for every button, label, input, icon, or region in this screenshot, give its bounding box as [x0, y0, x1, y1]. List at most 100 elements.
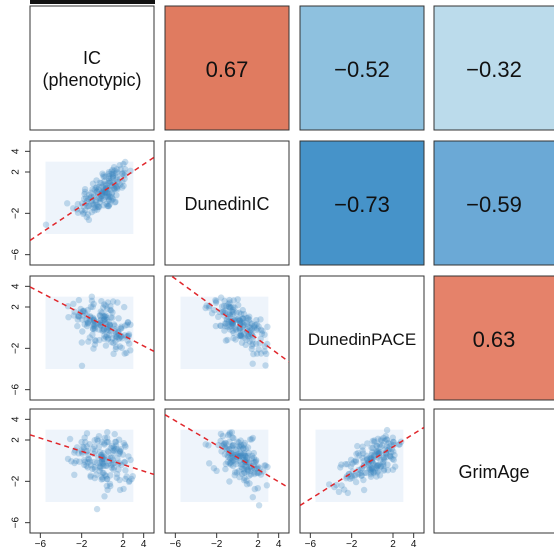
scatter-point: [99, 469, 106, 477]
scatter-point: [103, 316, 111, 324]
scatter-point: [375, 448, 382, 455]
scatter-point: [386, 452, 394, 460]
scatter-point: [371, 451, 378, 458]
diagonal-cell-3: [433, 408, 554, 534]
scatter-point: [221, 327, 228, 334]
scatter-point: [237, 310, 245, 318]
scatter-point: [80, 209, 87, 216]
scatter-point: [377, 448, 384, 456]
scatter-point: [121, 350, 128, 357]
scatter-point: [235, 315, 242, 323]
scatter-point: [90, 300, 97, 308]
scatter-point: [106, 331, 113, 338]
scatter-point: [112, 198, 119, 205]
scatter-point: [91, 341, 99, 348]
scatter-point: [98, 195, 105, 203]
scatter-point: [255, 502, 263, 509]
scatter-point: [245, 452, 252, 460]
scatter-point: [387, 440, 394, 447]
correlation-value-2-3: 0.63: [473, 327, 516, 352]
scatter-point: [95, 326, 103, 333]
scatter-point: [114, 455, 121, 462]
scatter-point: [377, 436, 385, 443]
scatter-point: [230, 449, 237, 457]
scatter-point: [246, 328, 253, 335]
y-tick-label: −2: [11, 207, 22, 219]
scatter-point: [344, 489, 351, 497]
scatter-point: [119, 170, 126, 177]
scatter-point: [110, 350, 117, 357]
scatter-point: [253, 317, 260, 324]
scatter-point: [376, 450, 383, 457]
scatter-point: [222, 307, 229, 314]
scatter-point: [90, 322, 97, 330]
scatter-point: [373, 448, 381, 455]
scatter-point: [226, 312, 234, 319]
scatter-point: [206, 460, 213, 467]
scatter-point: [82, 194, 90, 201]
variable-label-ic-line1: IC: [83, 48, 101, 68]
scatter-point: [97, 194, 104, 201]
y-tick-label: −6: [11, 517, 22, 529]
scatter-point: [100, 327, 107, 334]
scatter-point: [118, 335, 126, 342]
scatter-point: [110, 450, 117, 457]
scatter-point: [221, 297, 228, 305]
scatter-point: [372, 448, 380, 455]
scatter-point: [102, 188, 109, 195]
scatter-point: [236, 457, 244, 464]
scatter-point: [108, 461, 115, 468]
scatter-point: [249, 494, 256, 501]
scatter-point: [106, 321, 114, 328]
scatter-point: [248, 325, 256, 332]
scatter-point: [121, 303, 128, 311]
scatter-point: [102, 193, 110, 201]
scatter-point: [226, 311, 234, 318]
scatter-point: [248, 326, 255, 334]
scatter-point: [121, 441, 129, 449]
scatter-point: [254, 463, 262, 470]
scatter-point: [112, 438, 120, 446]
scatter-point: [103, 473, 110, 480]
scatter-point: [363, 469, 370, 477]
scatter-point: [377, 463, 384, 470]
scatter-point: [106, 322, 114, 329]
scatter-point: [244, 315, 252, 322]
scatter-point: [226, 429, 234, 436]
scatter-point: [241, 469, 248, 476]
scatter-point: [259, 327, 266, 334]
scatter-points-3-2: [315, 426, 405, 502]
scatter-point: [261, 348, 268, 355]
scatter-point: [230, 434, 237, 442]
y-tick-label: −6: [11, 249, 22, 261]
density-background: [180, 429, 269, 502]
scatter-point: [95, 433, 103, 440]
scatter-point: [364, 440, 371, 447]
scatter-point: [388, 445, 396, 453]
scatter-point: [111, 430, 118, 438]
scatter-point: [106, 322, 113, 329]
scatter-point: [100, 469, 107, 477]
scatter-point: [229, 327, 236, 334]
scatter-point: [234, 450, 242, 457]
scatter-point: [79, 328, 86, 335]
x-tick-label: −2: [211, 539, 223, 550]
scatter-point: [235, 309, 243, 316]
scatter-point: [338, 461, 345, 468]
scatter-point: [80, 203, 87, 210]
scatter-point: [366, 454, 373, 462]
scatter-point: [380, 467, 387, 474]
scatter-point: [81, 461, 88, 468]
scatter-point: [89, 186, 96, 193]
scatter-point: [240, 469, 248, 476]
scatter-point: [98, 298, 105, 305]
scatter-point: [366, 466, 374, 473]
diagonal-cell-0: [29, 5, 155, 131]
fit-line-1-0: [30, 156, 154, 242]
x-tick-label: 4: [141, 539, 147, 550]
scatter-point: [116, 448, 124, 455]
scatter-point: [249, 337, 256, 344]
scatter-point: [237, 437, 244, 444]
scatter-point: [251, 485, 258, 493]
scatter-point: [251, 469, 258, 476]
